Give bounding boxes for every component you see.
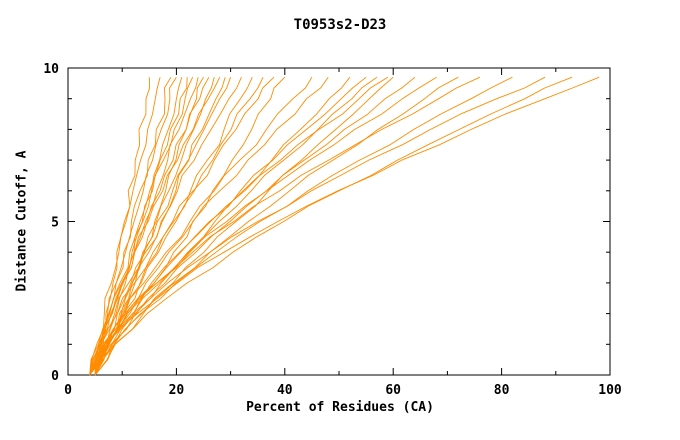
gdt-curve [89, 77, 199, 376]
gdt-curve [94, 77, 242, 376]
gdt-curve [89, 76, 600, 376]
gdt-curve [94, 76, 416, 376]
x-tick-label: 0 [64, 383, 72, 398]
x-tick-label: 80 [494, 383, 510, 398]
chart-title: T0953s2-D23 [293, 17, 387, 33]
gdt-curve [94, 76, 573, 376]
gdt-curve [94, 77, 215, 376]
plot-border [67, 67, 611, 376]
gdt-curve [89, 77, 161, 376]
y-tick-label: 0 [51, 369, 59, 384]
y-tick-label: 10 [43, 62, 59, 77]
gdt-curve [94, 76, 459, 376]
gdt-curve [94, 76, 329, 376]
x-tick-label: 100 [598, 383, 622, 398]
gdt-curve [89, 76, 546, 376]
gdt-curve [89, 76, 210, 376]
gdt-curve [89, 76, 394, 376]
gdt-curve [94, 76, 389, 376]
gdt-curve [94, 77, 264, 376]
x-tick-label: 20 [169, 383, 185, 398]
y-tick-label: 5 [51, 216, 59, 231]
x-tick-label: 60 [385, 383, 401, 398]
gdt-curve [94, 76, 513, 376]
gdt-curve [89, 76, 275, 376]
gdt-curve [89, 76, 481, 376]
gdt-curve [94, 77, 183, 376]
gdt-curve [89, 76, 351, 376]
gdt-curve [89, 76, 221, 376]
gdt-curve [94, 77, 194, 376]
gdt-curve [89, 76, 313, 376]
x-tick-label: 40 [277, 383, 293, 398]
x-axis-label: Percent of Residues (CA) [246, 400, 434, 415]
gdt-curve [89, 76, 437, 376]
gdt-curve [89, 77, 188, 376]
